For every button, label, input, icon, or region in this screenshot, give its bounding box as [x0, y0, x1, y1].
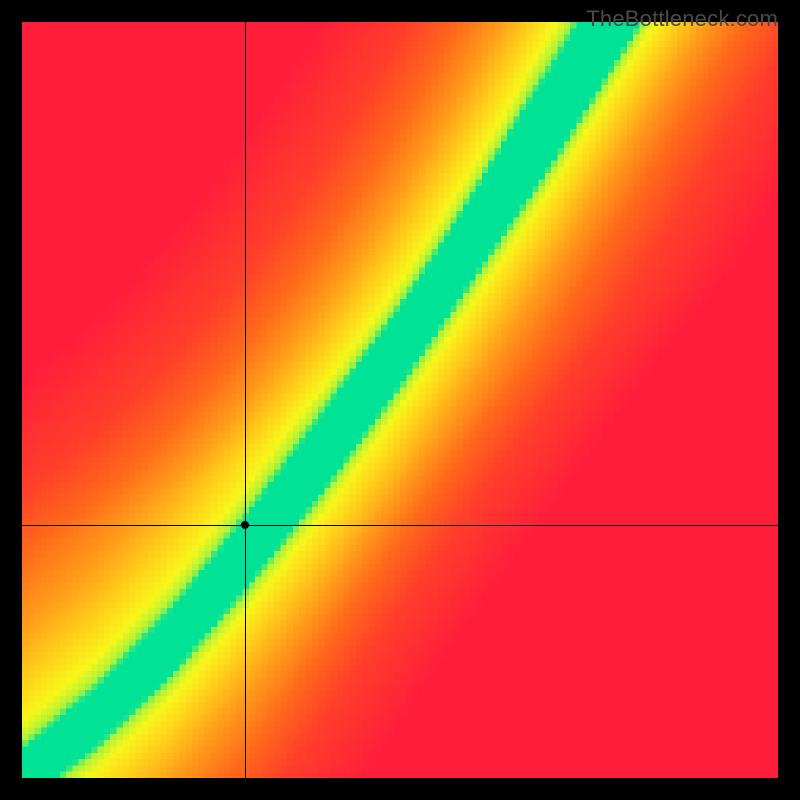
crosshair-marker-dot	[241, 521, 249, 529]
crosshair-horizontal-line	[22, 525, 778, 526]
heatmap-plot-area	[22, 22, 778, 778]
heatmap-canvas	[22, 22, 778, 778]
crosshair-vertical-line	[245, 22, 246, 778]
chart-frame: TheBottleneck.com	[0, 0, 800, 800]
watermark-text: TheBottleneck.com	[586, 6, 778, 32]
